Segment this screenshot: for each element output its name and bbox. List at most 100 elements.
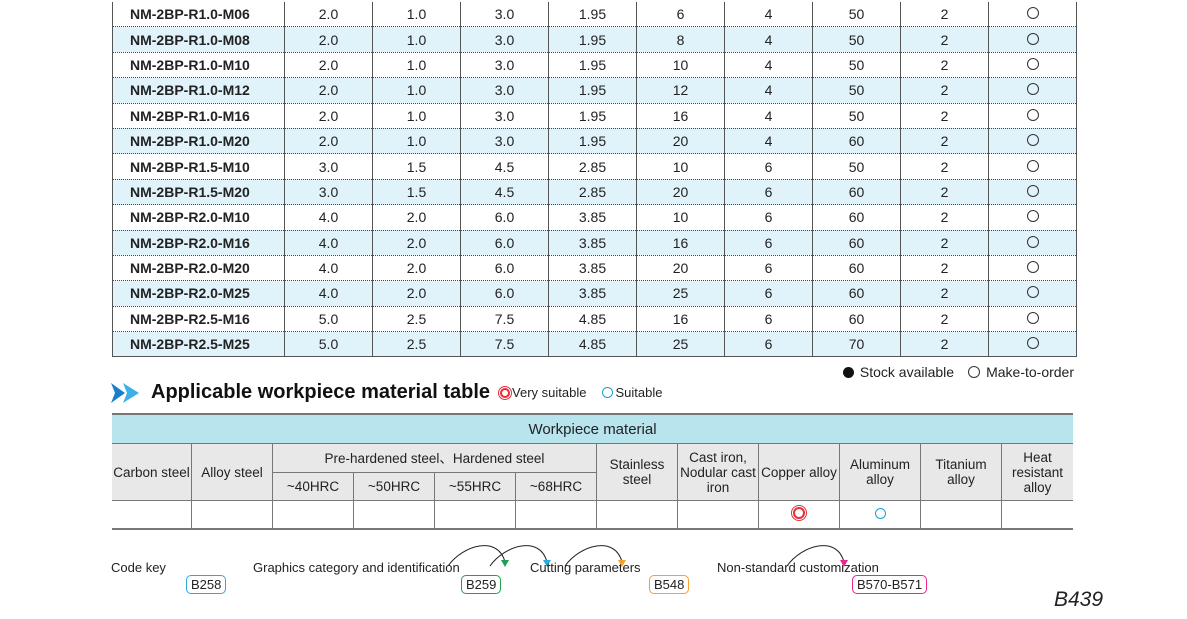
- cell: 50: [812, 103, 901, 129]
- product-code: NM-2BP-R1.0-M16: [112, 103, 285, 129]
- make-to-order-icon: [1026, 286, 1039, 299]
- cell: 2.0: [284, 128, 373, 155]
- cell: 50: [812, 26, 901, 53]
- ref-label: Code key: [111, 560, 166, 575]
- cell: 50: [812, 2, 901, 28]
- cell: 60: [812, 306, 901, 333]
- filled-circle-icon: [842, 366, 854, 378]
- cell: 2: [900, 280, 989, 307]
- make-to-order-icon: [1026, 159, 1039, 172]
- cell: 2.85: [548, 179, 637, 206]
- cell: 6.0: [460, 255, 549, 282]
- cell: 2.0: [372, 255, 461, 282]
- suitable-icon: [602, 387, 614, 398]
- curved-arrow-icon: [489, 545, 551, 567]
- cell: 1.95: [548, 52, 637, 79]
- curved-arrow-icon: [564, 545, 626, 567]
- cell: 2.0: [372, 280, 461, 307]
- cell: 6: [724, 153, 813, 180]
- make-to-order-icon: [1026, 235, 1039, 248]
- cell: 2.85: [548, 153, 637, 180]
- make-to-order-icon: [1026, 337, 1039, 350]
- ref-page-link[interactable]: B570-B571: [852, 575, 928, 594]
- cell: 1.5: [372, 179, 461, 206]
- cell: 2: [900, 306, 989, 333]
- cell: 25: [636, 331, 725, 358]
- cell: 2.5: [372, 306, 461, 333]
- cell: 12: [636, 77, 725, 104]
- cell: 3.0: [284, 179, 373, 206]
- table-row: NM-2BP-R1.0-M10 2.0 1.0 3.0 1.95 10 4 50 2: [112, 52, 1077, 79]
- cell: 7.5: [460, 331, 549, 358]
- product-code: NM-2BP-R2.0-M10: [112, 204, 285, 231]
- cell: 2.0: [284, 52, 373, 79]
- cell: 10: [636, 52, 725, 79]
- open-circle-icon: [968, 366, 981, 378]
- ref-label: Non-standard customization: [717, 560, 879, 575]
- cell: 70: [812, 331, 901, 358]
- cell: 4: [724, 52, 813, 79]
- cell: 4.5: [460, 153, 549, 180]
- cell: 50: [812, 77, 901, 104]
- product-code: NM-2BP-R2.5-M16: [112, 306, 285, 333]
- table-row: NM-2BP-R1.0-M08 2.0 1.0 3.0 1.95 8 4 50 2: [112, 26, 1077, 53]
- cell: 3.0: [460, 77, 549, 104]
- cell: 20: [636, 128, 725, 155]
- cell: 60: [812, 280, 901, 307]
- cell: 16: [636, 230, 725, 256]
- ref-page-link[interactable]: B259: [461, 575, 502, 594]
- ref-page-link[interactable]: B548: [649, 575, 690, 594]
- material-table: Workpiece material Carbon steel Alloy st…: [112, 413, 1073, 530]
- cell: 2.5: [372, 331, 461, 358]
- cell: 1.95: [548, 26, 637, 53]
- cell: 4.5: [460, 179, 549, 206]
- make-to-order-icon: [1026, 261, 1039, 274]
- cell: 6: [724, 280, 813, 307]
- cell: 1.95: [548, 128, 637, 155]
- table-row: NM-2BP-R1.5-M10 3.0 1.5 4.5 2.85 10 6 50 2: [112, 153, 1077, 180]
- stock-cell: [988, 280, 1077, 307]
- cell: 2: [900, 255, 989, 282]
- cell: 3.0: [460, 26, 549, 53]
- stock-cell: [988, 103, 1077, 129]
- make-to-order-icon: [1026, 311, 1039, 324]
- stock-cell: [988, 77, 1077, 104]
- cell: 2: [900, 128, 989, 155]
- table-row: NM-2BP-R1.5-M20 3.0 1.5 4.5 2.85 20 6 60 2: [112, 179, 1077, 206]
- cell: 16: [636, 103, 725, 129]
- table-row: NM-2BP-R2.5-M25 5.0 2.5 7.5 4.85 25 6 70 2: [112, 331, 1077, 358]
- cell: 1.5: [372, 153, 461, 180]
- cell: 6: [636, 2, 725, 28]
- stock-cell: [988, 204, 1077, 231]
- make-to-order-icon: [1026, 32, 1039, 45]
- cell: 3.0: [460, 2, 549, 28]
- make-to-order-icon: [1026, 57, 1039, 70]
- cell: 60: [812, 179, 901, 206]
- material-title: Applicable workpiece material table Very…: [111, 381, 668, 404]
- make-to-order-icon: [1026, 210, 1039, 223]
- table-row: NM-2BP-R2.0-M10 4.0 2.0 6.0 3.85 10 6 60 2: [112, 204, 1077, 231]
- stock-cell: [988, 306, 1077, 333]
- cell: 1.0: [372, 52, 461, 79]
- product-code: NM-2BP-R1.0-M12: [112, 77, 285, 104]
- cell: 10: [636, 204, 725, 231]
- ref-label: Graphics category and identification: [253, 560, 460, 575]
- product-code: NM-2BP-R1.5-M20: [112, 179, 285, 206]
- cell: 20: [636, 179, 725, 206]
- stock-cell: [988, 153, 1077, 180]
- cell: 1.0: [372, 128, 461, 155]
- cell: 60: [812, 255, 901, 282]
- cell: 2: [900, 77, 989, 104]
- cell: 6: [724, 331, 813, 358]
- cell: 20: [636, 255, 725, 282]
- table-row: NM-2BP-R2.0-M25 4.0 2.0 6.0 3.85 25 6 60 2: [112, 280, 1077, 307]
- cell: 2: [900, 153, 989, 180]
- cell: 50: [812, 153, 901, 180]
- cell: 2.0: [372, 230, 461, 256]
- product-code: NM-2BP-R2.0-M16: [112, 230, 285, 256]
- table-row: NM-2BP-R2.5-M16 5.0 2.5 7.5 4.85 16 6 60 2: [112, 306, 1077, 333]
- ref-page-link[interactable]: B258: [186, 575, 227, 594]
- cell: 1.0: [372, 2, 461, 28]
- product-code: NM-2BP-R1.0-M20: [112, 128, 285, 155]
- very-suitable-icon: [500, 387, 511, 398]
